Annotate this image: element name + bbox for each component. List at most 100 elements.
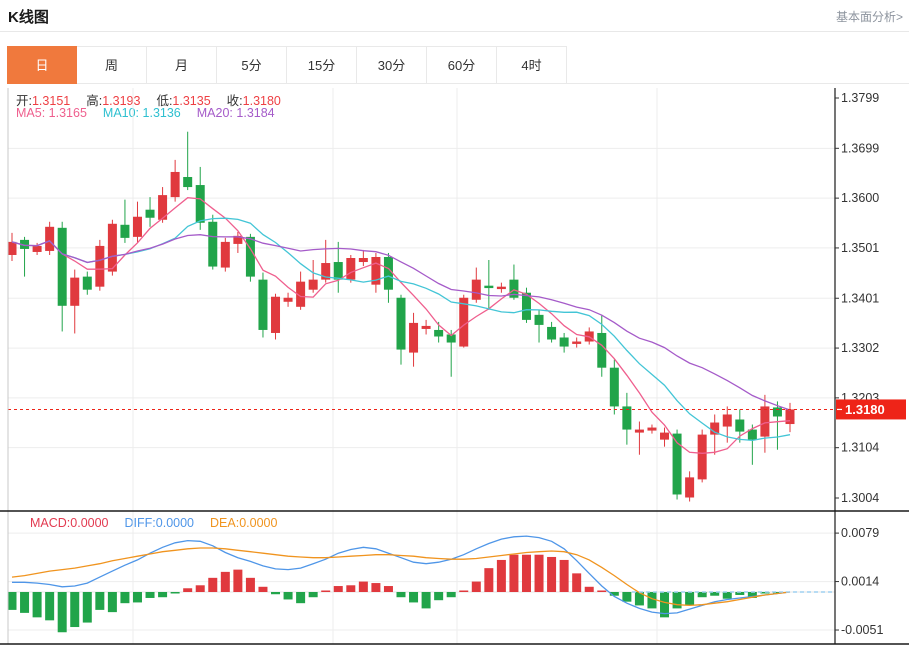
- tab-周[interactable]: 周: [77, 46, 147, 84]
- candle-body: [421, 325, 431, 329]
- tab-4时[interactable]: 4时: [497, 46, 567, 84]
- macd-bar: [647, 592, 657, 609]
- y-axis-label: 0.0079: [841, 526, 879, 540]
- candle-body: [383, 256, 393, 290]
- current-price-tag-text: 1.3180: [845, 402, 885, 417]
- macd-bar: [383, 586, 393, 592]
- macd-bar: [609, 592, 619, 596]
- candle-body: [747, 429, 757, 440]
- macd-bar: [70, 592, 80, 628]
- tab-60分[interactable]: 60分: [427, 46, 497, 84]
- macd-bar: [760, 592, 770, 594]
- macd-bar: [421, 592, 431, 609]
- macd-bar: [258, 586, 268, 592]
- y-axis-label: 1.3600: [841, 191, 879, 205]
- macd-bar: [509, 554, 519, 592]
- macd-bar: [534, 554, 544, 592]
- macd-bar: [245, 577, 255, 592]
- candle-body: [697, 434, 707, 480]
- diff-value: DIFF:0.0000: [124, 516, 194, 530]
- macd-bar: [371, 583, 381, 592]
- macd-bar: [722, 592, 732, 599]
- macd-bar: [434, 592, 444, 601]
- macd-bar: [220, 571, 230, 592]
- ohlc-row: 开:1.3151 高:1.3193 低:1.3135 收:1.3180: [16, 90, 281, 109]
- ma5-line: [11, 197, 791, 454]
- y-axis-label: 1.3104: [841, 441, 879, 455]
- macd-bar: [82, 592, 92, 623]
- candle-body: [446, 334, 456, 343]
- candle-body: [371, 256, 381, 285]
- macd-bar: [572, 573, 582, 592]
- candle-body: [760, 406, 770, 437]
- candle-body: [233, 235, 243, 244]
- macd-bar: [321, 590, 331, 592]
- y-axis-label: -0.0051: [841, 623, 883, 637]
- macd-bar: [496, 559, 506, 592]
- macd-bar: [333, 586, 343, 592]
- dea-line: [11, 547, 791, 607]
- candle-body: [358, 258, 368, 263]
- candle-body: [772, 407, 782, 417]
- candle-body: [547, 326, 557, 340]
- macd-bar: [735, 592, 745, 595]
- macd-bar: [622, 592, 632, 602]
- y-axis-label: 1.3004: [841, 491, 879, 505]
- tab-30分[interactable]: 30分: [357, 46, 427, 84]
- candle-body: [735, 419, 745, 432]
- macd-bar: [446, 592, 456, 598]
- tab-15分[interactable]: 15分: [287, 46, 357, 84]
- candle-body: [346, 258, 356, 280]
- macd-bar: [697, 592, 707, 598]
- macd-bar: [597, 590, 607, 592]
- candle-body: [7, 241, 17, 255]
- ohlc-low: 低:1.3135: [156, 94, 211, 108]
- tab-5分[interactable]: 5分: [217, 46, 287, 84]
- widget-header: K线图 基本面分析>: [8, 5, 903, 27]
- diff-line: [12, 535, 791, 615]
- candle-body: [609, 367, 619, 407]
- macd-bar: [158, 592, 168, 598]
- ohlc-open: 开:1.3151: [16, 94, 71, 108]
- candle-body: [521, 292, 531, 320]
- page-title: K线图: [8, 8, 49, 26]
- macd-bar: [195, 585, 205, 592]
- macd-bar: [120, 592, 130, 604]
- candle-body: [622, 406, 632, 430]
- candle-body: [107, 223, 117, 272]
- macd-bar: [747, 592, 757, 598]
- candle-body: [321, 263, 331, 280]
- candle-body: [722, 414, 732, 427]
- macd-bar: [95, 592, 105, 610]
- candle-body: [70, 277, 80, 306]
- macd-bar: [559, 559, 569, 592]
- tab-日[interactable]: 日: [7, 46, 77, 84]
- fundamental-analysis-link[interactable]: 基本面分析>: [835, 9, 903, 24]
- candle-body: [170, 171, 180, 198]
- candle-body: [120, 224, 130, 238]
- candle-body: [57, 227, 67, 306]
- candle-body: [471, 279, 481, 300]
- macd-bar: [484, 568, 494, 592]
- macd-bar: [20, 592, 30, 613]
- macd-bar: [183, 588, 193, 592]
- macd-bar: [660, 592, 670, 618]
- macd-bar: [107, 592, 117, 613]
- macd-bar: [132, 592, 142, 603]
- candle-body: [32, 245, 42, 252]
- macd-bar: [57, 592, 67, 633]
- candle-body: [496, 286, 506, 290]
- candle-body: [685, 477, 695, 498]
- tab-月[interactable]: 月: [147, 46, 217, 84]
- ma-row: MA5: 1.3165 MA10: 1.3136 MA20: 1.3184: [16, 106, 275, 120]
- macd-bar: [7, 592, 17, 610]
- candle-body: [785, 409, 795, 425]
- macd-bar: [271, 592, 281, 595]
- candle-body: [271, 296, 281, 333]
- y-axis-label: 0.0014: [841, 575, 879, 589]
- macd-bar: [672, 592, 682, 609]
- candle-body: [459, 297, 469, 347]
- macd-bar: [296, 592, 306, 604]
